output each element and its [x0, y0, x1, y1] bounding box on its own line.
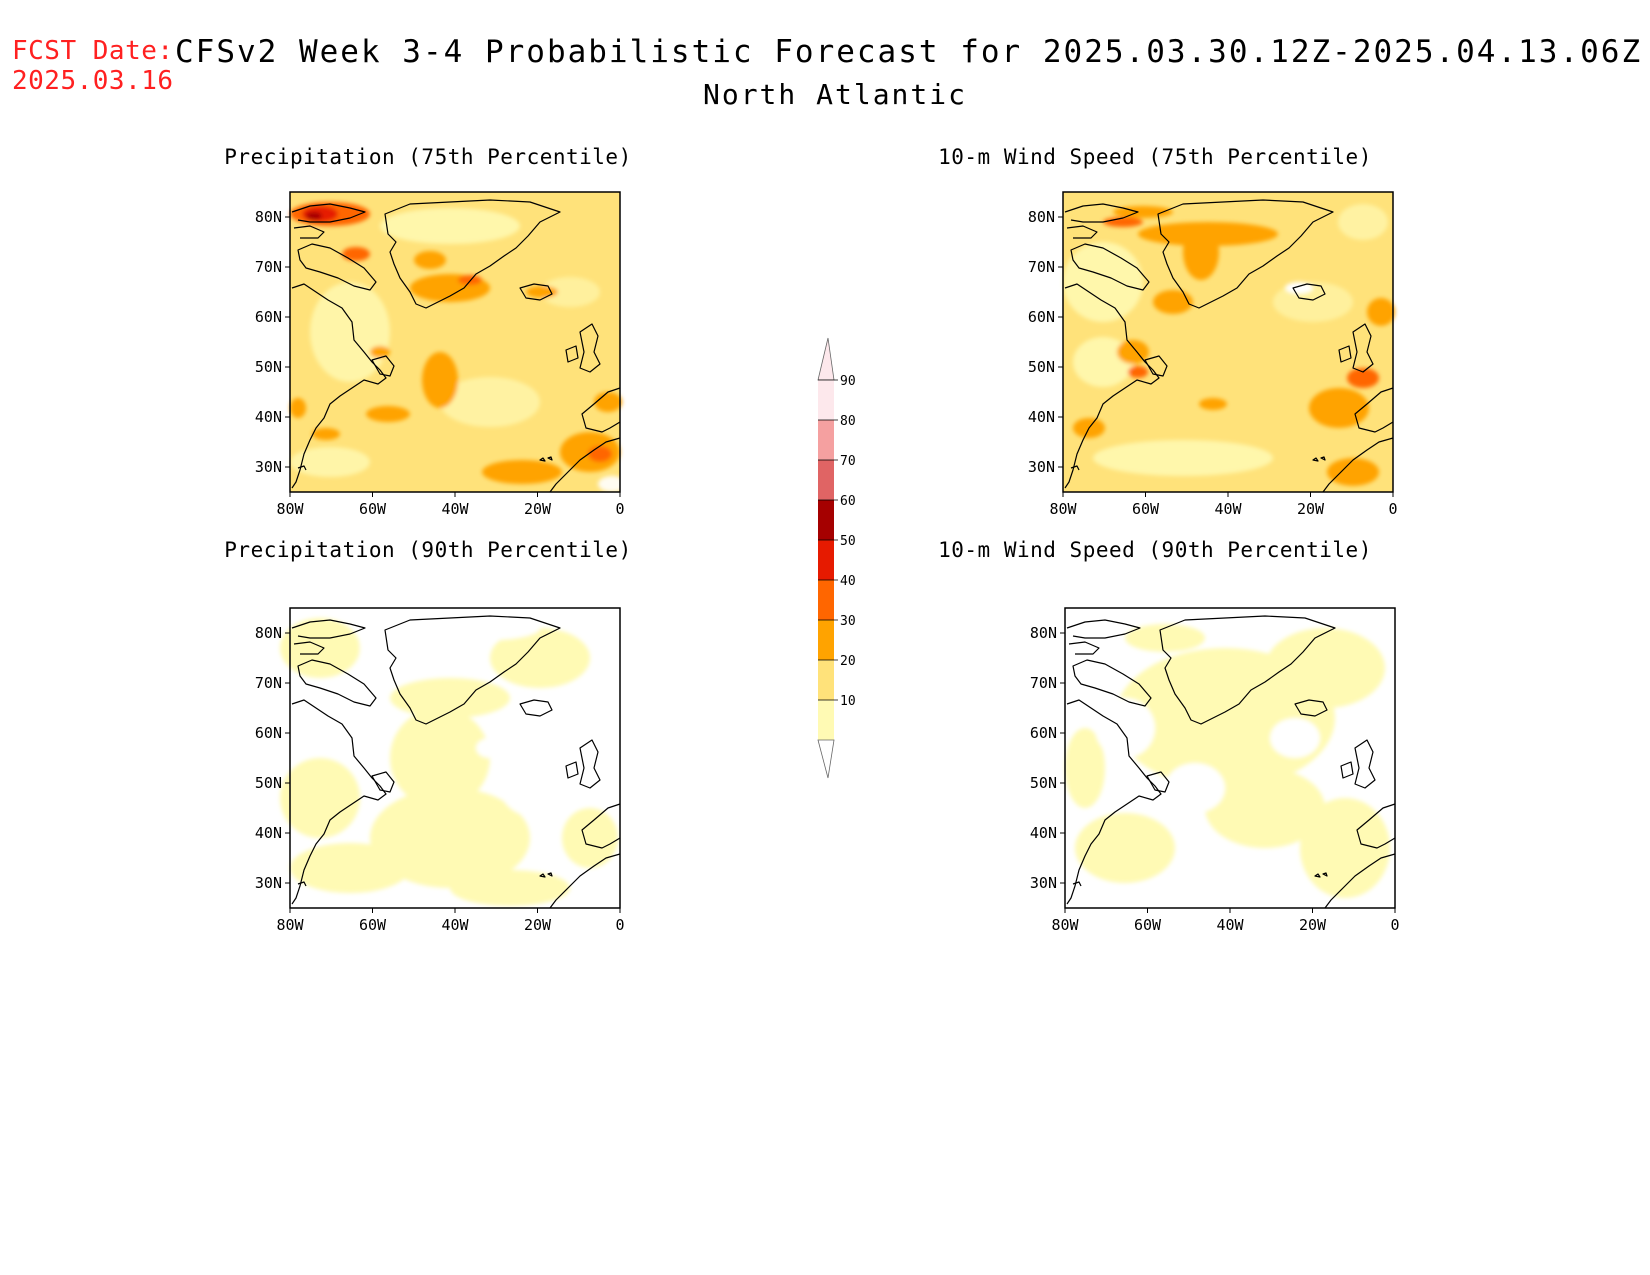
lat-label-w90: 80N	[1030, 624, 1057, 642]
forecast-date-value: 2025.03.16	[12, 66, 174, 96]
lon-label-p75: 80W	[276, 500, 304, 518]
lat-label-w75: 40N	[1028, 408, 1055, 426]
forecast-date-block: FCST Date: 2025.03.16	[12, 36, 174, 96]
lat-label-w75: 80N	[1028, 208, 1055, 226]
colorbar-label-10: 10	[840, 694, 856, 709]
lat-label-w90: 30N	[1030, 874, 1057, 892]
lon-label-p90: 80W	[276, 916, 304, 934]
lon-label-p75: 60W	[359, 500, 387, 518]
lat-label-w90: 60N	[1030, 724, 1057, 742]
colorbar-swatch-50	[818, 540, 834, 580]
map-panel-precip-90	[280, 607, 621, 909]
lon-label-w90: 60W	[1134, 916, 1162, 934]
panel-title-wind-75: 10-m Wind Speed (75th Percentile)	[938, 145, 1372, 169]
colorbar-top-cap	[817, 337, 835, 381]
lat-label-p75: 80N	[255, 208, 282, 226]
colorbar-swatch-90	[818, 380, 834, 420]
map-panel-wind-75	[1062, 191, 1395, 493]
page-title: CFSv2 Week 3-4 Probabilistic Forecast fo…	[175, 34, 1643, 70]
lat-label-p75: 70N	[255, 258, 282, 276]
colorbar-label-70: 70	[840, 454, 856, 469]
colorbar-label-30: 30	[840, 614, 856, 629]
lon-label-w90: 80W	[1051, 916, 1079, 934]
colorbar-label-40: 40	[840, 574, 856, 589]
map-panel-wind-90	[1064, 607, 1396, 909]
colorbar-swatch-70	[818, 460, 834, 500]
lat-label-p75: 60N	[255, 308, 282, 326]
panel-title-precip-90: Precipitation (90th Percentile)	[224, 538, 631, 562]
lat-label-p90: 80N	[255, 624, 282, 642]
lat-label-w90: 70N	[1030, 674, 1057, 692]
colorbar-swatch-10	[818, 700, 834, 740]
colorbar-label-20: 20	[840, 654, 856, 669]
colorbar-bottom-cap	[817, 739, 835, 779]
lon-label-w75: 40W	[1214, 500, 1242, 518]
colorbar-label-80: 80	[840, 414, 856, 429]
lon-label-p75: 20W	[524, 500, 552, 518]
lat-label-p90: 70N	[255, 674, 282, 692]
lat-label-w75: 60N	[1028, 308, 1055, 326]
colorbar-swatch-40	[818, 580, 834, 620]
colorbar-label-60: 60	[840, 494, 856, 509]
lon-label-p90: 60W	[359, 916, 387, 934]
region-title: North Atlantic	[702, 78, 967, 111]
colorbar-label-50: 50	[840, 534, 856, 549]
lat-label-p75: 30N	[255, 458, 282, 476]
lon-label-p90: 20W	[524, 916, 552, 934]
lon-label-w75: 60W	[1132, 500, 1160, 518]
lon-label-w90: 0	[1390, 916, 1399, 934]
lat-label-p75: 40N	[255, 408, 282, 426]
lon-label-w90: 40W	[1216, 916, 1244, 934]
lon-label-p90: 0	[615, 916, 624, 934]
colorbar-swatch-60	[818, 500, 834, 540]
lat-label-w75: 70N	[1028, 258, 1055, 276]
lon-label-w75: 0	[1388, 500, 1397, 518]
lon-label-w90: 20W	[1299, 916, 1327, 934]
lon-label-p75: 40W	[441, 500, 469, 518]
colorbar: 90 80 70 60 50 40 30 20 10	[817, 337, 856, 779]
lon-label-p90: 40W	[441, 916, 469, 934]
lon-label-w75: 20W	[1297, 500, 1325, 518]
colorbar-swatch-30	[818, 620, 834, 660]
axis-ticks-layer: 80N 70N 60N 50N 40N 30N 80W 60W 40W 20W 0 80N 70N 60N…	[255, 208, 1400, 934]
lat-label-p90: 30N	[255, 874, 282, 892]
lat-label-w75: 50N	[1028, 358, 1055, 376]
colorbar-label-90: 90	[840, 374, 856, 389]
panel-title-precip-75: Precipitation (75th Percentile)	[224, 145, 631, 169]
lon-label-w75: 80W	[1049, 500, 1077, 518]
lon-label-p75: 0	[615, 500, 624, 518]
lat-label-w90: 50N	[1030, 774, 1057, 792]
colorbar-swatch-80	[818, 420, 834, 460]
lat-label-p90: 60N	[255, 724, 282, 742]
lat-label-p75: 50N	[255, 358, 282, 376]
colorbar-swatch-20	[818, 660, 834, 700]
lat-label-p90: 50N	[255, 774, 282, 792]
lat-label-p90: 40N	[255, 824, 282, 842]
lat-label-w90: 40N	[1030, 824, 1057, 842]
forecast-date-label: FCST Date:	[12, 36, 174, 66]
map-panel-precip-75	[289, 191, 626, 493]
lat-label-w75: 30N	[1028, 458, 1055, 476]
panel-title-wind-90: 10-m Wind Speed (90th Percentile)	[938, 538, 1372, 562]
